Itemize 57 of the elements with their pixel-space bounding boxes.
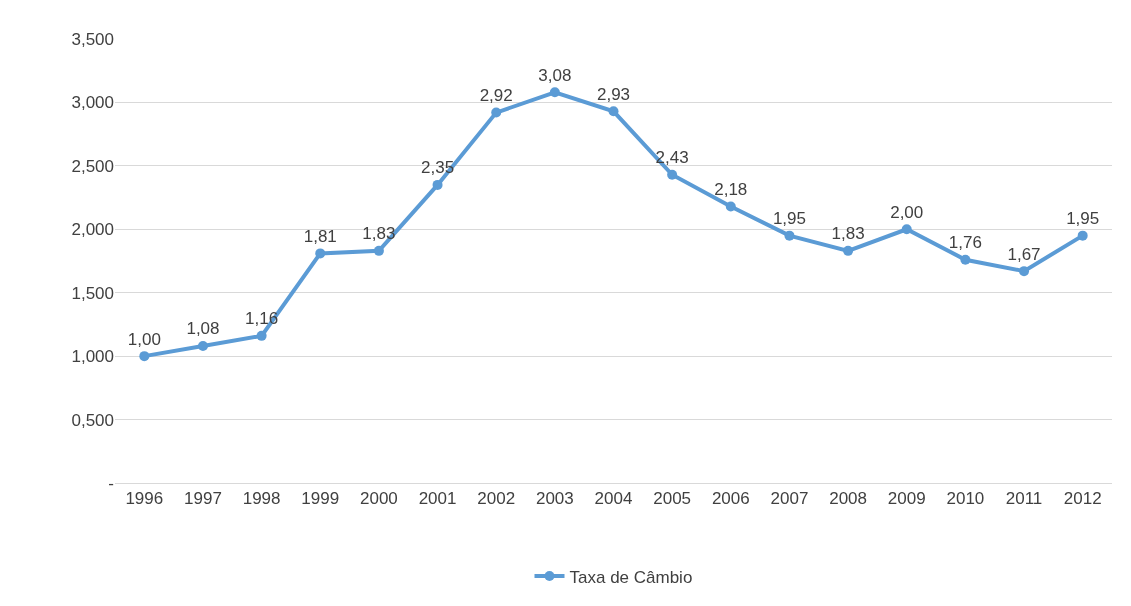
data-label: 2,00 xyxy=(890,202,924,222)
point xyxy=(432,179,443,190)
y-tick-label: - xyxy=(108,473,114,493)
point xyxy=(1077,230,1088,241)
x-tick-label: 2006 xyxy=(711,489,750,509)
x-tick-label: 2004 xyxy=(594,489,633,509)
x-tick-label: 2005 xyxy=(653,489,692,509)
point xyxy=(549,87,560,98)
y-tick-label: 1,000 xyxy=(71,347,114,367)
point xyxy=(256,330,267,341)
point xyxy=(139,351,150,362)
point xyxy=(960,254,971,265)
data-label: 1,81 xyxy=(303,226,337,246)
data-label: 1,00 xyxy=(127,329,161,349)
data-label: 1,95 xyxy=(1066,209,1100,229)
data-label: 3,08 xyxy=(538,65,572,85)
y-tick-label: 3,000 xyxy=(71,93,114,113)
data-label: 1,67 xyxy=(1007,244,1041,264)
x-tick-label: 1999 xyxy=(301,489,340,509)
point xyxy=(1019,266,1030,277)
x-tick-label: 1996 xyxy=(125,489,164,509)
x-tick-label: 2009 xyxy=(887,489,926,509)
legend-label: Taxa de Câmbio xyxy=(569,567,693,587)
x-tick-label: 2011 xyxy=(1005,489,1043,509)
data-label: 1,83 xyxy=(831,224,865,244)
x-tick-label: 1997 xyxy=(184,489,222,509)
y-tick-label: 3,500 xyxy=(71,29,114,49)
y-tick-label: 0,500 xyxy=(71,410,114,430)
point xyxy=(197,340,208,351)
y-tick-label: 1,500 xyxy=(71,283,114,303)
x-tick-label: 2002 xyxy=(477,489,516,509)
data-label: 2,18 xyxy=(714,179,748,199)
point xyxy=(843,245,854,256)
x-tick-label: 2003 xyxy=(535,489,574,509)
point xyxy=(901,224,912,235)
point xyxy=(315,248,326,259)
data-label: 2,92 xyxy=(479,86,513,106)
x-tick-label: 2008 xyxy=(829,489,867,509)
point xyxy=(784,230,795,241)
data-label: 2,43 xyxy=(655,148,689,168)
x-tick-label: 2000 xyxy=(360,489,398,509)
x-tick-label: 2012 xyxy=(1063,489,1102,509)
point xyxy=(491,107,502,118)
point xyxy=(725,201,736,212)
x-tick-label: 2010 xyxy=(946,489,985,509)
data-label: 2,93 xyxy=(596,84,631,104)
x-tick-label: 1998 xyxy=(242,489,281,509)
y-tick-label: 2,500 xyxy=(71,156,114,176)
data-label: 1,95 xyxy=(772,209,806,229)
y-tick-label: 2,000 xyxy=(71,220,114,240)
x-tick-label: 2001 xyxy=(418,489,457,509)
point xyxy=(608,106,619,117)
point xyxy=(667,169,678,180)
data-label: 1,76 xyxy=(948,233,982,253)
x-tick-label: 2007 xyxy=(770,489,809,509)
point xyxy=(373,245,384,256)
data-label: 1,08 xyxy=(186,319,220,339)
